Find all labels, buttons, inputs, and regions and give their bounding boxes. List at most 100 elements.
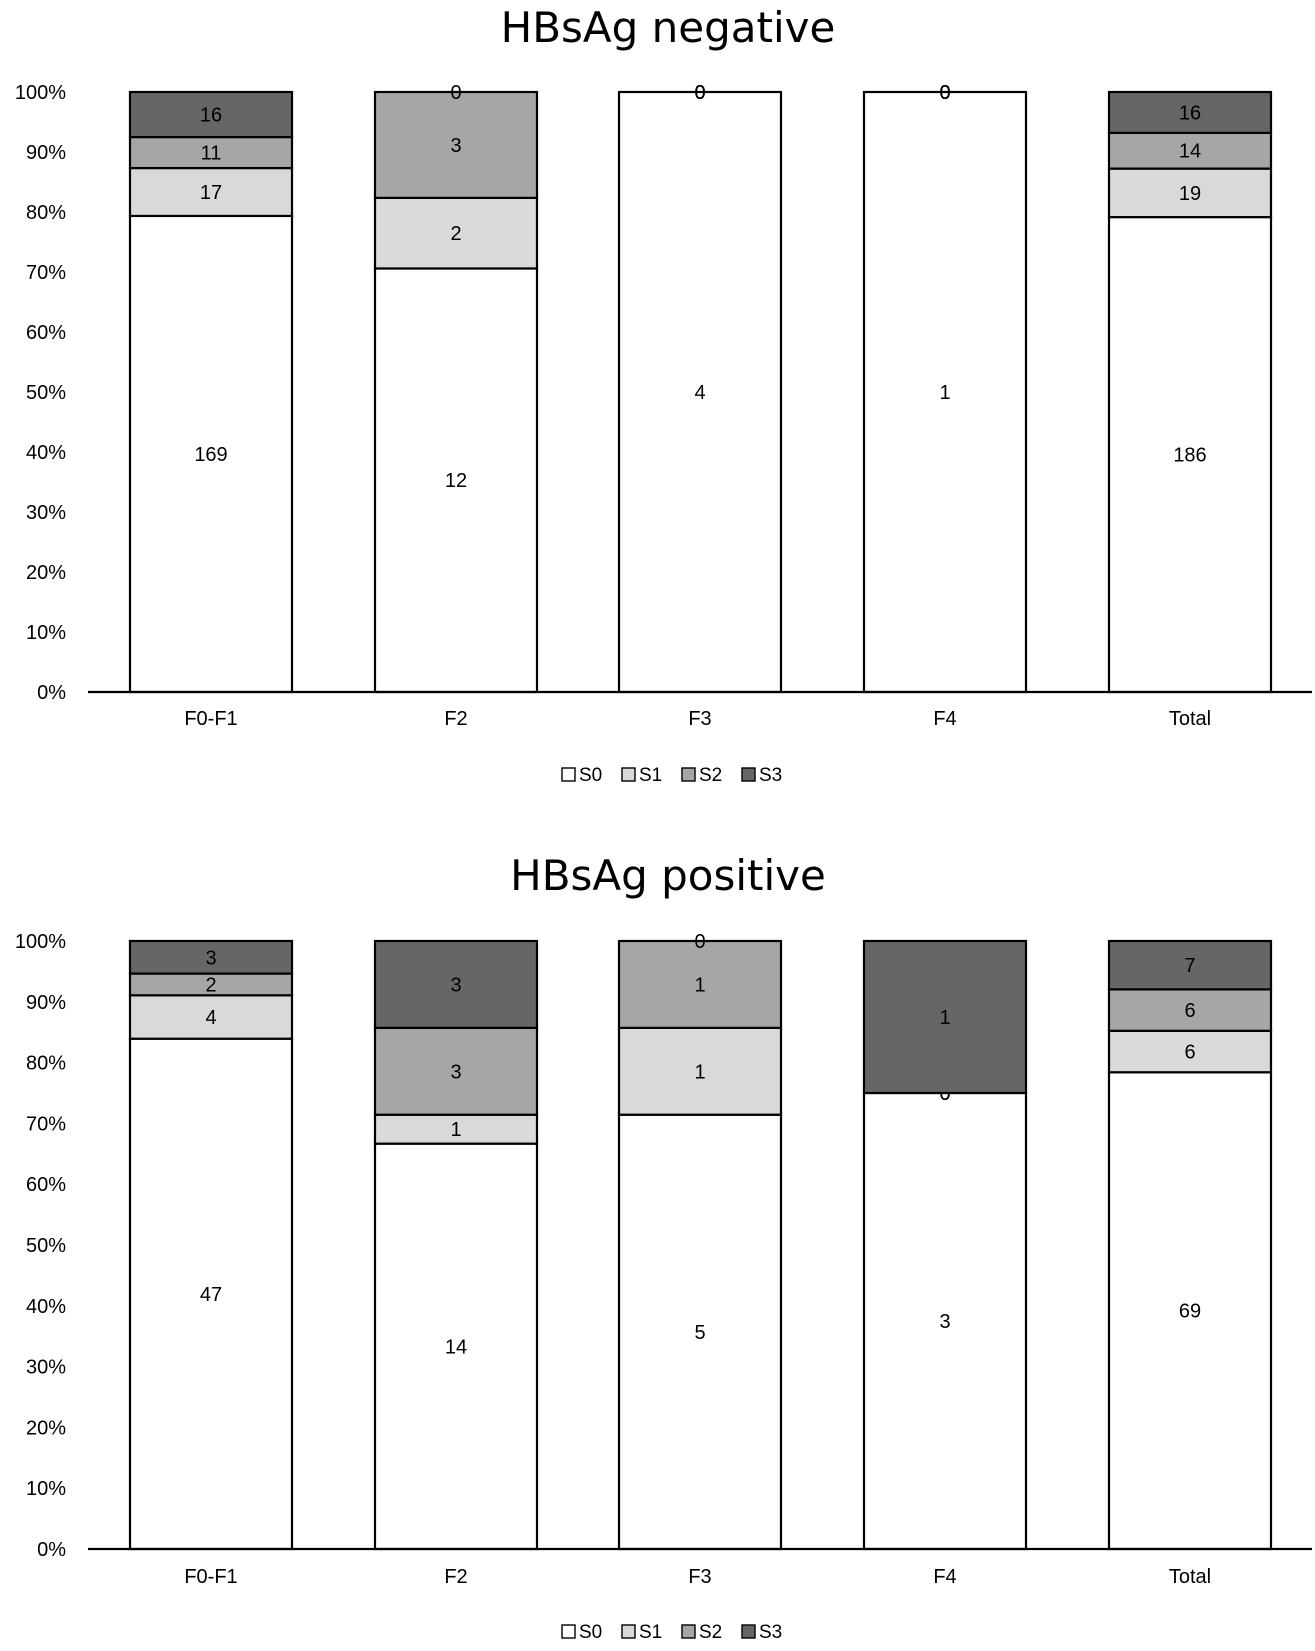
data-label: 0: [939, 82, 950, 104]
y-tick-label: 60%: [26, 1174, 66, 1196]
legend-label: S1: [639, 1622, 662, 1643]
bar-segment-s2: [1107, 131, 1273, 170]
x-category-label: F3: [688, 1566, 711, 1588]
data-label: 0: [694, 82, 705, 104]
data-label: 2: [205, 974, 216, 996]
data-label: 1: [450, 1119, 461, 1141]
x-category-label: F4: [933, 708, 956, 730]
y-tick-label: 40%: [26, 442, 66, 464]
legend-label: S3: [759, 1622, 782, 1643]
bar-segment-s1: [617, 1026, 783, 1116]
y-tick-label: 20%: [26, 1417, 66, 1439]
legend-swatch-s2: [681, 1624, 696, 1639]
chart-panel-0: HBsAg negative 0% 10% 20% 30% 40% 50% 60% 70% 80%…: [15, 3, 1312, 786]
bar-segment-s1: [373, 196, 539, 270]
x-category-label: F2: [444, 1566, 467, 1588]
legend-label: S2: [699, 765, 722, 786]
x-category-label: F0-F1: [184, 1566, 237, 1588]
y-tick-label: 80%: [26, 1053, 66, 1075]
data-label: 3: [450, 1061, 461, 1083]
data-label: 0: [694, 931, 705, 953]
bar-segment-s3: [373, 939, 539, 1029]
data-label: 3: [205, 947, 216, 969]
data-label: 0: [694, 82, 705, 104]
bar-segment-s0: [617, 90, 783, 694]
data-label: 0: [450, 82, 461, 104]
legend-swatch-s1: [621, 767, 636, 782]
bar-segment-s0: [1107, 1071, 1273, 1551]
bar-segment-s3: [128, 939, 294, 975]
x-category-label: Total: [1169, 1566, 1211, 1588]
legend-swatch-s3: [741, 1624, 756, 1639]
data-label: 2: [450, 223, 461, 245]
legend-swatch-s0: [561, 1624, 576, 1639]
y-tick-label: 100%: [15, 82, 66, 104]
data-label: 47: [200, 1284, 222, 1306]
bar-segment-s0: [128, 214, 294, 694]
legend-swatch-s3: [741, 767, 756, 782]
data-label: 5: [694, 1322, 705, 1344]
data-label: 6: [1184, 1042, 1195, 1064]
data-label: 1: [694, 974, 705, 996]
bar-segment-s3: [1107, 939, 1273, 991]
bar-segment-s2: [373, 90, 539, 199]
legend-label: S2: [699, 1622, 722, 1643]
data-label: 1: [939, 1007, 950, 1029]
data-label: 3: [450, 135, 461, 157]
bar-segment-s1: [128, 994, 294, 1040]
bar-segment-s1: [1107, 167, 1273, 219]
bar-segment-s0: [128, 1037, 294, 1551]
data-label: 6: [1184, 1000, 1195, 1022]
y-tick-label: 70%: [26, 262, 66, 284]
legend-label: S0: [579, 1622, 602, 1643]
bar-segment-s0: [373, 267, 539, 694]
data-label: 169: [194, 444, 227, 466]
y-tick-label: 70%: [26, 1113, 66, 1135]
data-label: 11: [201, 143, 222, 165]
x-category-label: Total: [1169, 708, 1211, 730]
bar-segment-s2: [373, 1026, 539, 1116]
y-tick-label: 50%: [26, 382, 66, 404]
data-label: 0: [939, 82, 950, 104]
data-label: 3: [450, 974, 461, 996]
y-tick-label: 30%: [26, 1357, 66, 1379]
bar-segment-s0: [862, 90, 1028, 694]
data-label: 14: [445, 1336, 467, 1358]
data-label: 1: [939, 382, 950, 404]
data-label: 4: [694, 382, 705, 404]
y-tick-label: 40%: [26, 1296, 66, 1318]
y-tick-label: 20%: [26, 562, 66, 584]
bar-segment-s0: [862, 1091, 1028, 1551]
data-label: 14: [1179, 141, 1201, 163]
y-tick-label: 100%: [15, 931, 66, 953]
y-tick-label: 80%: [26, 202, 66, 224]
data-label: 4: [205, 1007, 216, 1029]
data-label: 3: [939, 1311, 950, 1333]
legend-label: S1: [639, 765, 662, 786]
y-tick-label: 10%: [26, 1478, 66, 1500]
data-label: 12: [445, 470, 467, 492]
y-tick-label: 90%: [26, 142, 66, 164]
data-label: 16: [200, 105, 222, 127]
bar-segment-s0: [1107, 216, 1273, 694]
chart-title: HBsAg positive: [510, 851, 826, 900]
y-tick-label: 0%: [37, 1539, 66, 1561]
chart-title: HBsAg negative: [501, 3, 836, 52]
legend-swatch-s2: [681, 767, 696, 782]
legend-swatch-s0: [561, 767, 576, 782]
bar-segment-s1: [373, 1113, 539, 1145]
data-label: 19: [1179, 183, 1201, 205]
data-label: 0: [939, 82, 950, 104]
legend-swatch-s1: [621, 1624, 636, 1639]
chart-panel-1: HBsAg positive 0% 10% 20% 30% 40% 50% 60% 70% 80%…: [15, 851, 1312, 1643]
bar-segment-s3: [1107, 90, 1273, 134]
y-tick-label: 90%: [26, 992, 66, 1014]
data-label: 7: [1184, 955, 1195, 977]
x-category-label: F3: [688, 708, 711, 730]
bar-segment-s0: [373, 1142, 539, 1551]
bar-segment-s2: [617, 939, 783, 1029]
legend: S0 S1 S2 S3: [561, 1622, 782, 1643]
y-tick-label: 30%: [26, 502, 66, 524]
data-label: 69: [1179, 1301, 1201, 1323]
legend-label: S0: [579, 765, 602, 786]
